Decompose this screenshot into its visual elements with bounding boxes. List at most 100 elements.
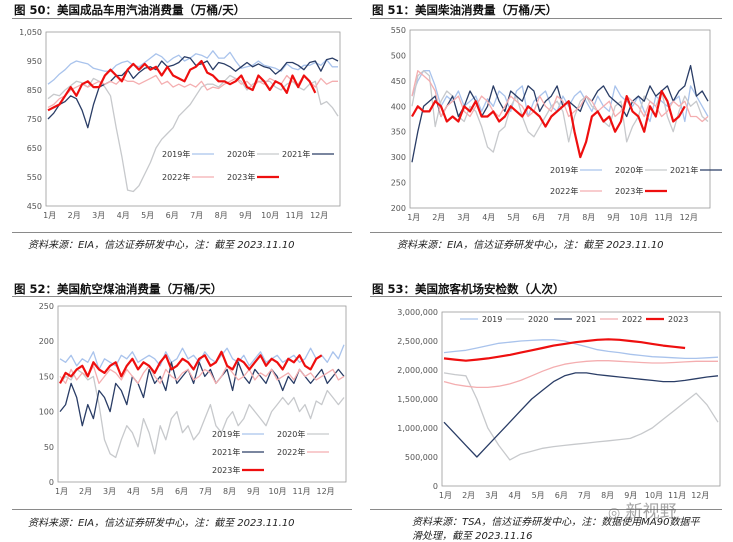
legend-label: 2020: [528, 315, 548, 324]
x-tick-label: 4月: [127, 487, 140, 496]
panel-50-title-rule: [12, 18, 352, 19]
panel-53-source-line2: 滑处理，截至 2023.11.16: [412, 531, 533, 542]
panel-51-title: 图 51：美国柴油消费量（万桶/天）: [372, 3, 558, 17]
x-tick-label: 11月: [668, 491, 686, 500]
y-tick-label: 50: [44, 443, 54, 452]
legend-label: 2020年: [277, 429, 305, 439]
x-tick-label: 8月: [601, 491, 614, 500]
series-line-2022: [443, 360, 718, 389]
panel-52-source: 资料来源：EIA，信达证券研发中心，注：截至 2023.11.10: [28, 518, 295, 529]
series-line-2021: [47, 56, 339, 129]
legend-label: 2019: [482, 315, 502, 324]
panel-50-source: 资料来源：EIA，信达证券研发中心，注：截至 2023.11.10: [28, 240, 295, 251]
y-tick-label: 0: [49, 478, 54, 487]
x-tick-label: 3月: [103, 487, 116, 496]
x-tick-label: 3月: [457, 213, 470, 222]
y-tick-label: 500,000: [405, 453, 438, 462]
legend-label: 2019年: [212, 429, 240, 439]
x-tick-label: 8月: [582, 213, 595, 222]
x-tick-label: 1月: [439, 491, 452, 500]
panel-53-source-line1: 资料来源：TSA，信达证券研发中心，注：数据使用MA90数据平: [412, 517, 700, 528]
x-tick-label: 7月: [199, 487, 212, 496]
legend-label: 2020年: [615, 165, 643, 175]
x-tick-label: 12月: [310, 211, 328, 220]
panel-53-source-rule: [370, 509, 722, 510]
series-line-2020: [411, 70, 709, 153]
x-tick-label: 5月: [151, 487, 164, 496]
x-tick-label: 5月: [141, 211, 154, 220]
x-tick-label: 12月: [317, 487, 335, 496]
x-tick-label: 1月: [55, 487, 68, 496]
legend-label: 2022: [622, 315, 642, 324]
x-tick-label: 6月: [532, 213, 545, 222]
x-tick-label: 2月: [68, 211, 81, 220]
x-tick-label: 10月: [645, 491, 663, 500]
series-line-2023: [411, 89, 686, 159]
panel-52-source-rule: [12, 509, 352, 510]
y-tick-label: 450: [27, 202, 42, 211]
legend-label: 2021年: [670, 165, 698, 175]
x-tick-label: 9月: [607, 213, 620, 222]
x-tick-label: 8月: [215, 211, 228, 220]
panel-50-source-rule: [12, 232, 352, 233]
y-tick-label: 550: [27, 173, 42, 182]
legend-label: 2020年: [227, 149, 255, 159]
y-tick-label: 350: [391, 128, 406, 137]
panel-52-title: 图 52：美国航空煤油消费量（万桶/天）: [14, 282, 223, 296]
y-tick-label: 200: [39, 337, 54, 346]
panel-52-title-rule: [12, 296, 352, 297]
y-tick-label: 1,050: [19, 28, 42, 37]
series-line-2020: [47, 74, 339, 193]
y-tick-label: 950: [27, 57, 42, 66]
y-tick-label: 100: [39, 408, 54, 417]
y-tick-label: 2,500,000: [397, 337, 438, 346]
series-line-2022: [59, 365, 345, 385]
legend-label: 2023年: [615, 186, 643, 196]
y-tick-label: 550: [391, 26, 406, 35]
watermark-text: 新视野: [625, 502, 677, 522]
panel-53-title-rule: [370, 296, 722, 297]
legend-label: 2023: [668, 315, 688, 324]
series-line-2019: [47, 50, 338, 85]
plot-area: [409, 29, 711, 209]
y-tick-label: 250: [391, 179, 406, 188]
panel-51-source-rule: [370, 232, 722, 233]
legend-label: 2021年: [212, 447, 240, 457]
y-tick-label: 1,000,000: [397, 424, 438, 433]
series-line-2022: [411, 70, 709, 123]
series-line-2023: [443, 338, 686, 362]
legend-label: 2022年: [277, 447, 305, 457]
x-tick-label: 11月: [293, 487, 311, 496]
x-tick-label: 6月: [166, 211, 179, 220]
gasoline-chart: 450 550 650 750 850 950 1,050 1月 2月 3月 4月 5月 6月 7月 8月 9…: [19, 28, 341, 220]
x-tick-label: 7月: [190, 211, 203, 220]
panel-53-title: 图 53：美国旅客机场安检数（人次）: [372, 282, 565, 296]
legend-label: 2022年: [550, 186, 578, 196]
x-tick-label: 10月: [261, 211, 279, 220]
x-tick-label: 1月: [43, 211, 56, 220]
plot-area: [441, 311, 721, 487]
x-tick-label: 10月: [630, 213, 648, 222]
legend-label: 2023年: [212, 465, 240, 475]
y-tick-label: 150: [39, 372, 54, 381]
x-tick-label: 12月: [680, 213, 698, 222]
x-tick-label: 5月: [532, 491, 545, 500]
watermark: ◎ 新视野: [608, 497, 677, 522]
x-tick-label: 11月: [655, 213, 673, 222]
x-tick-label: 12月: [691, 491, 709, 500]
series-line-2023: [47, 59, 317, 112]
x-tick-label: 3月: [92, 211, 105, 220]
x-tick-label: 11月: [286, 211, 304, 220]
x-tick-label: 6月: [175, 487, 188, 496]
y-tick-label: 400: [391, 102, 406, 111]
y-tick-label: 450: [391, 77, 406, 86]
legend-label: 2019年: [162, 149, 190, 159]
series-line-2019: [443, 339, 719, 360]
plot-area: [45, 31, 341, 207]
x-tick-label: 10月: [269, 487, 287, 496]
x-tick-label: 1月: [407, 213, 420, 222]
legend-label: 2019年: [550, 165, 578, 175]
x-tick-label: 9月: [239, 211, 252, 220]
plot-area: [57, 305, 347, 483]
panel-51-source: 资料来源：EIA，信达证券研发中心，注：截至 2023.11.10: [397, 240, 664, 251]
